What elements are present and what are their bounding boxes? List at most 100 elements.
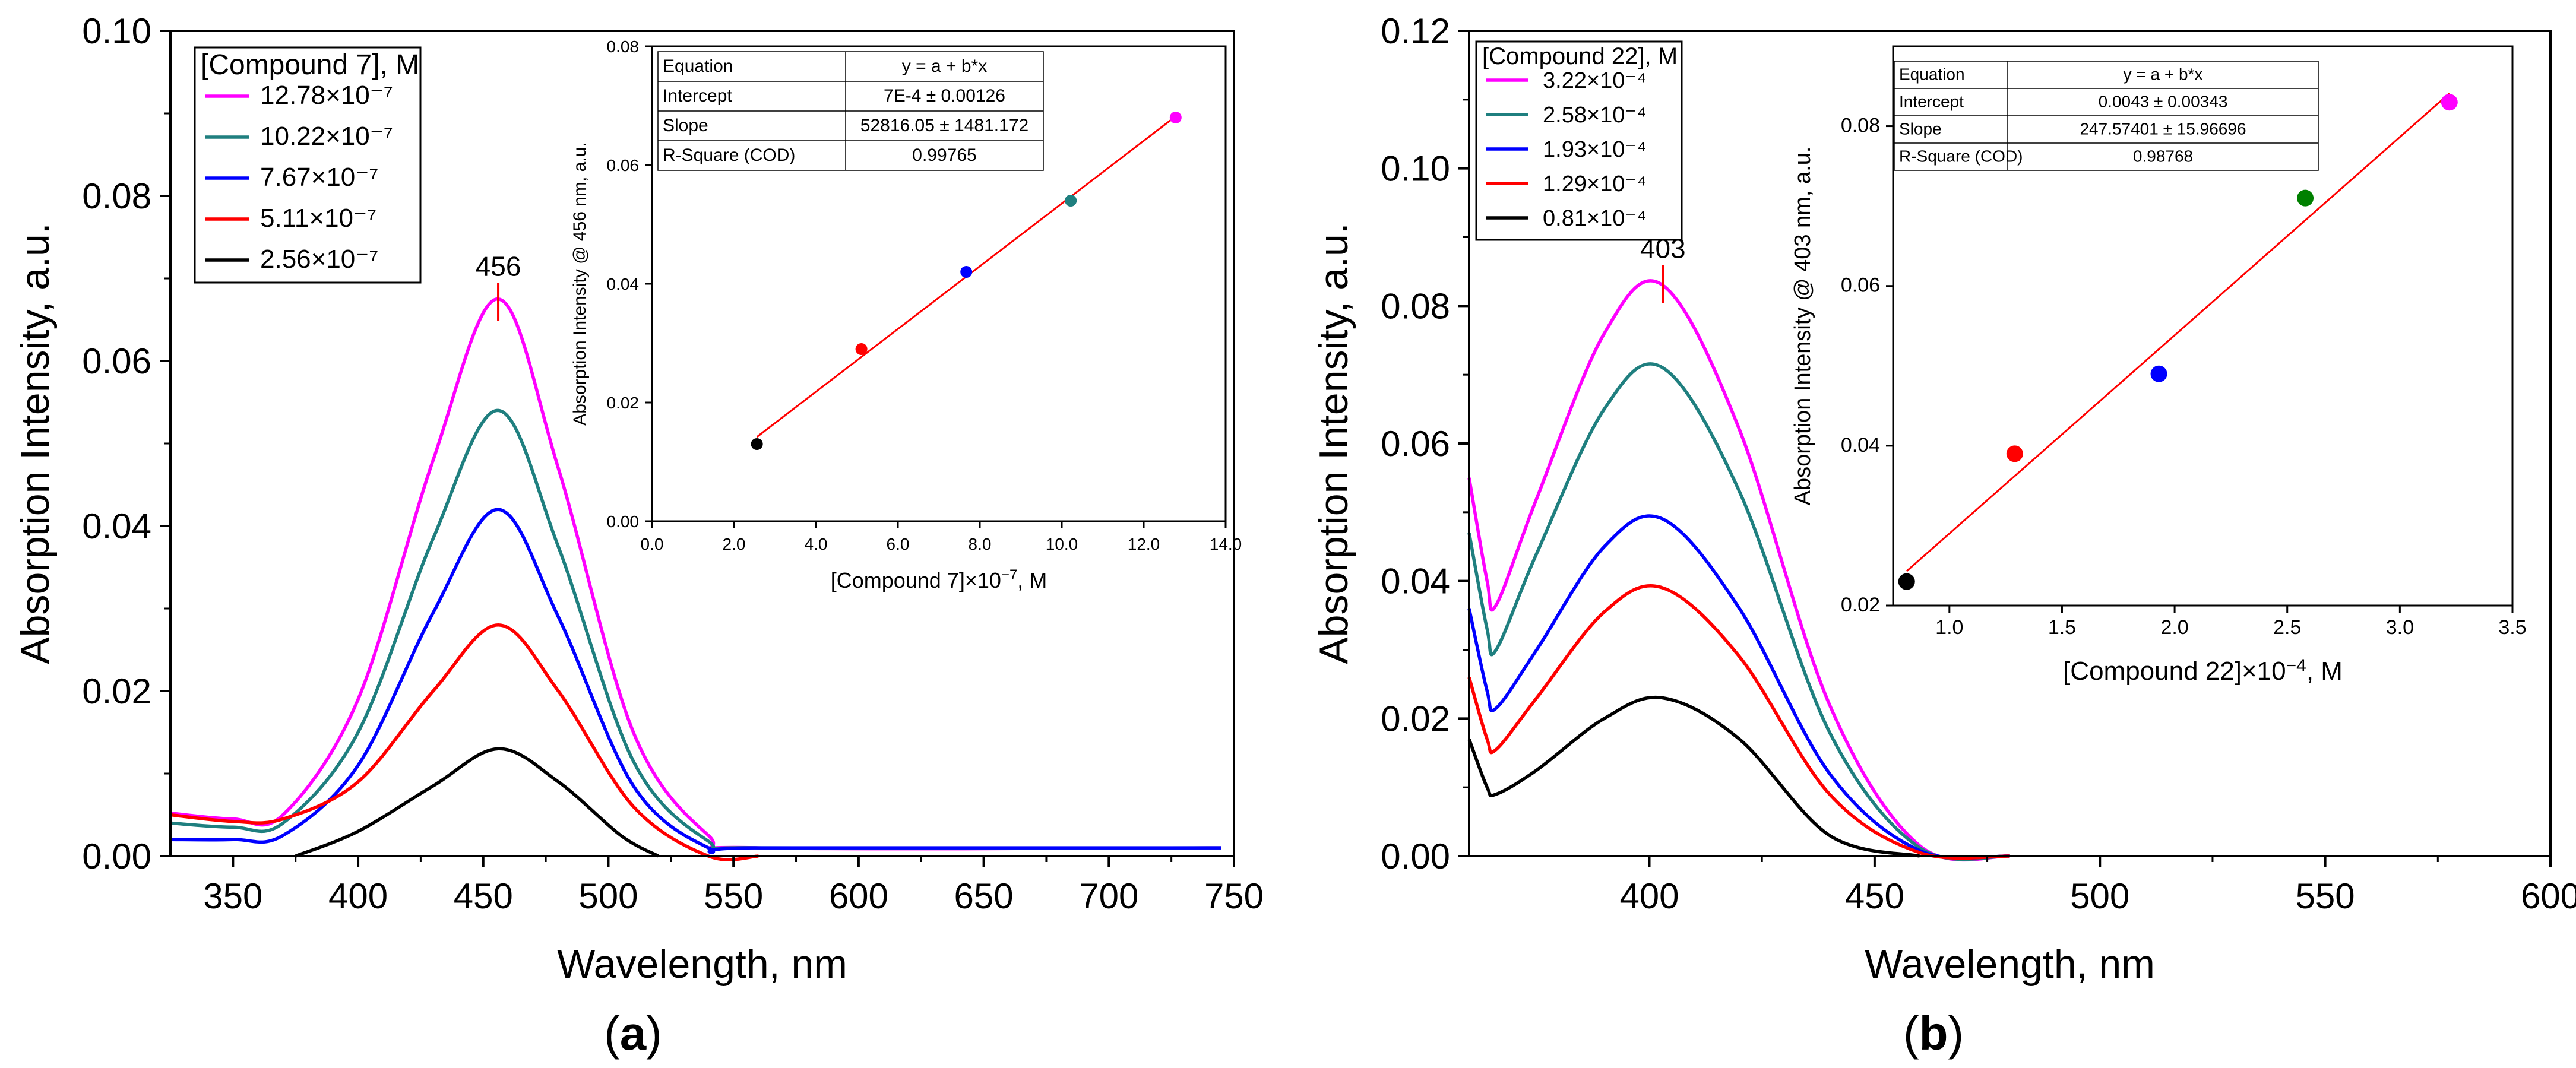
fit-table-key: Intercept	[1899, 92, 1964, 110]
legend: [Compound 22], M3.22×10⁻⁴ 2.58×10⁻⁴ 1.93×1…	[1475, 40, 1683, 241]
inset-x-axis-label: [Compound 7]×10−7, M	[831, 567, 1048, 592]
inset-x-tick-label: 10.0	[1046, 535, 1078, 553]
inset-x-label-exponent: −4	[2286, 656, 2306, 676]
inset: 1.0 1.5 2.0 2.5 3.0 3.5 0.02 0.04 0.06 0.08 [Compo…	[1790, 45, 2527, 686]
legend-title: [Compound 7], M	[201, 49, 419, 81]
legend: [Compound 7], M12.78×10⁻⁷ 10.22×10⁻⁷ 7.67×…	[194, 46, 422, 284]
inset-y-tick-label: 0.06	[1841, 274, 1880, 297]
inset-data-point	[1898, 573, 1915, 590]
y-tick-label: 0.08	[82, 176, 151, 216]
fit-table-key: Intercept	[663, 86, 732, 106]
x-tick-label: 700	[1079, 876, 1138, 916]
y-tick-label: 0.10	[1381, 149, 1450, 189]
y-tick-label: 0.04	[82, 506, 151, 546]
legend-title: [Compound 22], M	[1482, 43, 1678, 69]
fit-table-key: Slope	[663, 116, 708, 135]
panel-label-open: (	[604, 1007, 620, 1060]
x-axis-label: Wavelength, nm	[1865, 942, 2155, 987]
inset-data-point	[751, 438, 763, 450]
legend-box	[1475, 40, 1683, 241]
y-tick-label: 0.02	[1381, 699, 1450, 739]
panel-label: (a)	[604, 1007, 662, 1060]
peak-label: 456	[476, 251, 521, 282]
inset-y-tick-label: 0.08	[607, 37, 640, 56]
y-tick-label: 0.04	[1381, 562, 1450, 601]
inset-x-tick-label: 2.5	[2273, 616, 2301, 639]
x-tick-label: 450	[454, 876, 513, 916]
legend-entry: 2.56×10⁻⁷	[260, 245, 378, 274]
y-axis-label: Absorption Intensity, a.u.	[1311, 223, 1356, 664]
y-tick-label: 0.06	[1381, 424, 1450, 464]
inset-x-axis-label: [Compound 22]×10−4, M	[2063, 656, 2343, 686]
fit-results-table: Equation y = a + b*x Intercept 7E-4 ± 0.001…	[657, 51, 1044, 171]
fit-table-value: 0.99765	[912, 145, 976, 165]
inset-x-label-exponent: −7	[1001, 567, 1017, 583]
legend-entry: 3.22×10⁻⁴	[1543, 68, 1647, 93]
x-tick-label: 750	[1204, 876, 1264, 916]
fit-table-value: 52816.05 ± 1481.172	[860, 116, 1028, 135]
legend-box	[194, 46, 422, 284]
inset-data-point	[1065, 195, 1077, 207]
fit-table-key: Slope	[1899, 119, 1942, 138]
spectrum-series-5.11	[170, 623, 759, 861]
fit-table-value: y = a + b*x	[902, 56, 987, 76]
x-tick-label: 550	[704, 876, 763, 916]
inset-y-tick-label: 0.06	[607, 156, 640, 175]
inset-x-label-unit: , M	[1017, 568, 1047, 592]
fit-table-key: R-Square (COD)	[1899, 147, 2023, 165]
panel-label-close: )	[646, 1007, 662, 1060]
spectrum-series-1.93	[1467, 514, 2010, 860]
inset-fit-line	[1906, 93, 2450, 572]
y-tick-label: 0.10	[82, 11, 151, 51]
x-tick-label: 350	[203, 876, 262, 916]
inset-x-tick-label: 6.0	[887, 535, 910, 553]
panel-b: 400 450 500 550 600 0.00 0.02 0.04 0.06 0.08 0.10 0…	[1311, 11, 2576, 1060]
x-tick-label: 500	[578, 876, 638, 916]
inset-x-tick-label: 2.0	[2160, 616, 2188, 639]
y-tick-label: 0.12	[1381, 11, 1450, 51]
panel-label-letter: a	[620, 1007, 647, 1060]
fit-table-value: 0.0043 ± 0.00343	[2099, 92, 2228, 110]
inset-x-tick-label: 1.5	[2048, 616, 2076, 639]
x-tick-label: 400	[328, 876, 388, 916]
panel-a: 350 400 450 500 550 600 650 700 7500.000.020.040…	[12, 11, 1264, 1060]
inset-x-tick-label: 1.0	[1935, 616, 1963, 639]
fit-table-value: y = a + b*x	[2124, 65, 2203, 83]
fit-table-value: 0.98768	[2133, 147, 2193, 165]
legend-entry: 1.29×10⁻⁴	[1543, 172, 1647, 197]
legend-entry: 0.81×10⁻⁴	[1543, 206, 1647, 231]
fit-table-key: Equation	[663, 56, 733, 76]
y-tick-label: 0.08	[1381, 286, 1450, 326]
panel-label-close: )	[1948, 1007, 1964, 1060]
inset-y-tick-label: 0.04	[607, 275, 640, 293]
inset-y-tick-label: 0.02	[1841, 594, 1880, 616]
y-tick-label: 0.02	[82, 671, 151, 711]
fit-table-value: 247.57401 ± 15.96696	[2080, 119, 2246, 138]
panel-label: (b)	[1903, 1007, 1964, 1060]
inset-x-tick-label: 3.5	[2498, 616, 2526, 639]
inset-y-axis-label: Absorption Intensity @ 403 nm, a.u.	[1790, 147, 1815, 506]
inset-x-label-base: [Compound 22]×10	[2063, 657, 2286, 686]
inset-x-tick-label: 14.0	[1210, 535, 1242, 553]
inset-x-tick-label: 0.0	[641, 535, 664, 553]
y-axis-label: Absorption Intensity, a.u.	[12, 223, 58, 664]
inset-data-point	[1169, 112, 1182, 123]
x-tick-label: 650	[954, 876, 1014, 916]
main-axes: 350 400 450 500 550 600 650 700 7500.000.020.040…	[12, 11, 1264, 987]
spectrum-series-1.29	[1467, 584, 2010, 860]
inset-data-point	[2297, 189, 2314, 207]
legend-entry: 7.67×10⁻⁷	[260, 163, 378, 192]
legend-entry: 2.58×10⁻⁴	[1543, 103, 1647, 128]
fit-table-key: Equation	[1899, 65, 1965, 83]
spectrum-series-2.58	[1467, 362, 2010, 861]
fit-results-table: Equation y = a + b*x Intercept 0.0043 ± 0.0…	[1894, 61, 2319, 171]
inset-y-axis-label: Absorption Intensity @ 456 nm, a.u.	[570, 142, 590, 425]
legend-entry: 10.22×10⁻⁷	[260, 122, 393, 151]
inset-y-tick-label: 0.04	[1841, 434, 1880, 457]
panel-label-letter: b	[1919, 1007, 1948, 1060]
x-tick-label: 600	[2521, 876, 2576, 916]
x-axis-label: Wavelength, nm	[557, 942, 847, 987]
inset-x-tick-label: 2.0	[723, 535, 746, 553]
